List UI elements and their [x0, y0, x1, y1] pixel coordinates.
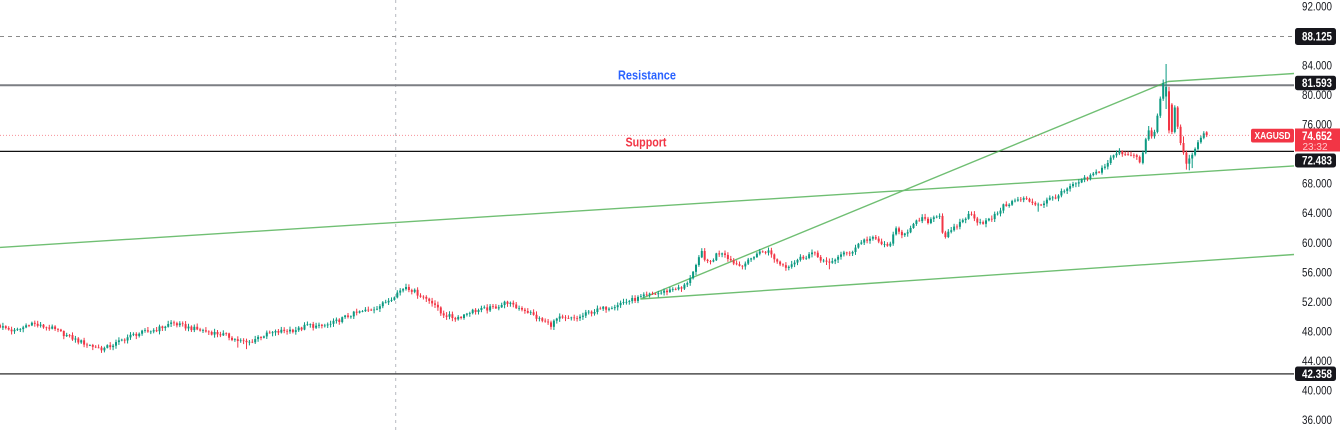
svg-text:Resistance: Resistance [618, 69, 676, 83]
svg-text:40.000: 40.000 [1302, 385, 1332, 397]
svg-text:XAGUSD: XAGUSD [1255, 130, 1291, 142]
svg-text:72.483: 72.483 [1302, 156, 1332, 168]
svg-text:48.000: 48.000 [1302, 326, 1332, 338]
svg-text:36.000: 36.000 [1302, 415, 1332, 427]
svg-text:23:32: 23:32 [1303, 142, 1328, 153]
svg-text:60.000: 60.000 [1302, 238, 1332, 250]
svg-text:74.652: 74.652 [1302, 131, 1332, 143]
svg-text:68.000: 68.000 [1302, 179, 1332, 191]
svg-text:44.000: 44.000 [1302, 356, 1332, 368]
svg-text:80.000: 80.000 [1302, 90, 1332, 102]
svg-text:56.000: 56.000 [1302, 267, 1332, 279]
svg-text:84.000: 84.000 [1302, 61, 1332, 73]
svg-text:81.593: 81.593 [1302, 78, 1332, 90]
svg-text:64.000: 64.000 [1302, 208, 1332, 220]
svg-text:92.000: 92.000 [1302, 2, 1332, 14]
svg-text:42.358: 42.358 [1302, 369, 1333, 381]
svg-text:Support: Support [626, 136, 668, 150]
svg-text:88.125: 88.125 [1302, 32, 1333, 44]
svg-text:52.000: 52.000 [1302, 297, 1332, 309]
